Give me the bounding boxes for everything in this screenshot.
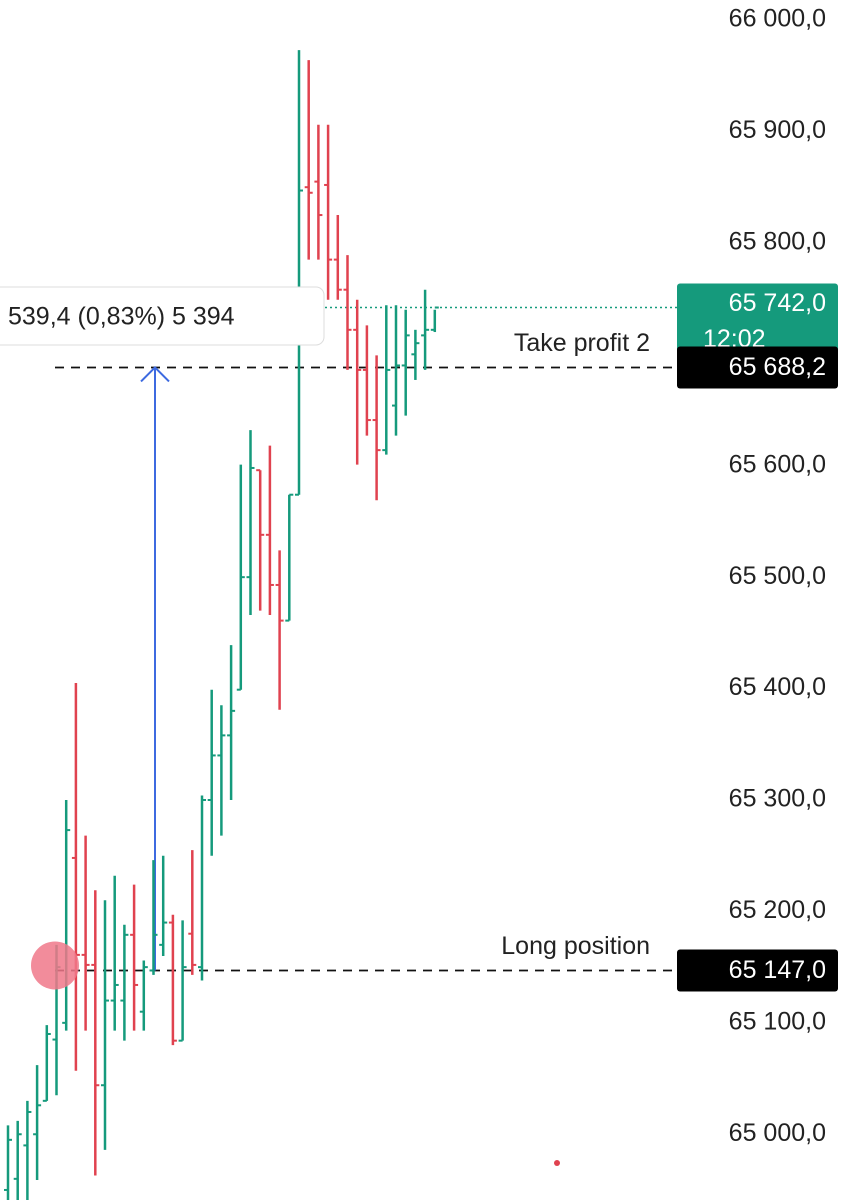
price-badge-label: 65 147,0 <box>729 956 826 984</box>
price-badge <box>677 346 838 389</box>
price-badge <box>677 949 838 992</box>
y-tick-label: 65 000,0 <box>729 1119 826 1147</box>
y-tick-label: 65 400,0 <box>729 673 826 701</box>
current-price-label: 65 742,0 <box>729 289 826 317</box>
dot <box>554 1160 560 1166</box>
y-tick-label: 65 500,0 <box>729 562 826 590</box>
y-tick-label: 65 300,0 <box>729 785 826 813</box>
y-tick-label: 65 900,0 <box>729 116 826 144</box>
y-tick-label: 66 000,0 <box>729 5 826 33</box>
y-tick-label: 65 200,0 <box>729 896 826 924</box>
price-badge-label: 65 688,2 <box>729 353 826 381</box>
measure-box <box>0 286 325 346</box>
measure-text: 539,4 (0,83%) 5 394 <box>8 303 235 331</box>
y-tick-label: 65 100,0 <box>729 1007 826 1035</box>
order-text: Long position <box>501 932 650 960</box>
y-tick-label: 65 600,0 <box>729 450 826 478</box>
current-badge <box>677 283 838 364</box>
entry-marker <box>31 941 79 990</box>
arrow-head <box>140 366 170 383</box>
y-tick-label: 65 800,0 <box>729 228 826 256</box>
order-text: Take profit 2 <box>514 329 650 357</box>
